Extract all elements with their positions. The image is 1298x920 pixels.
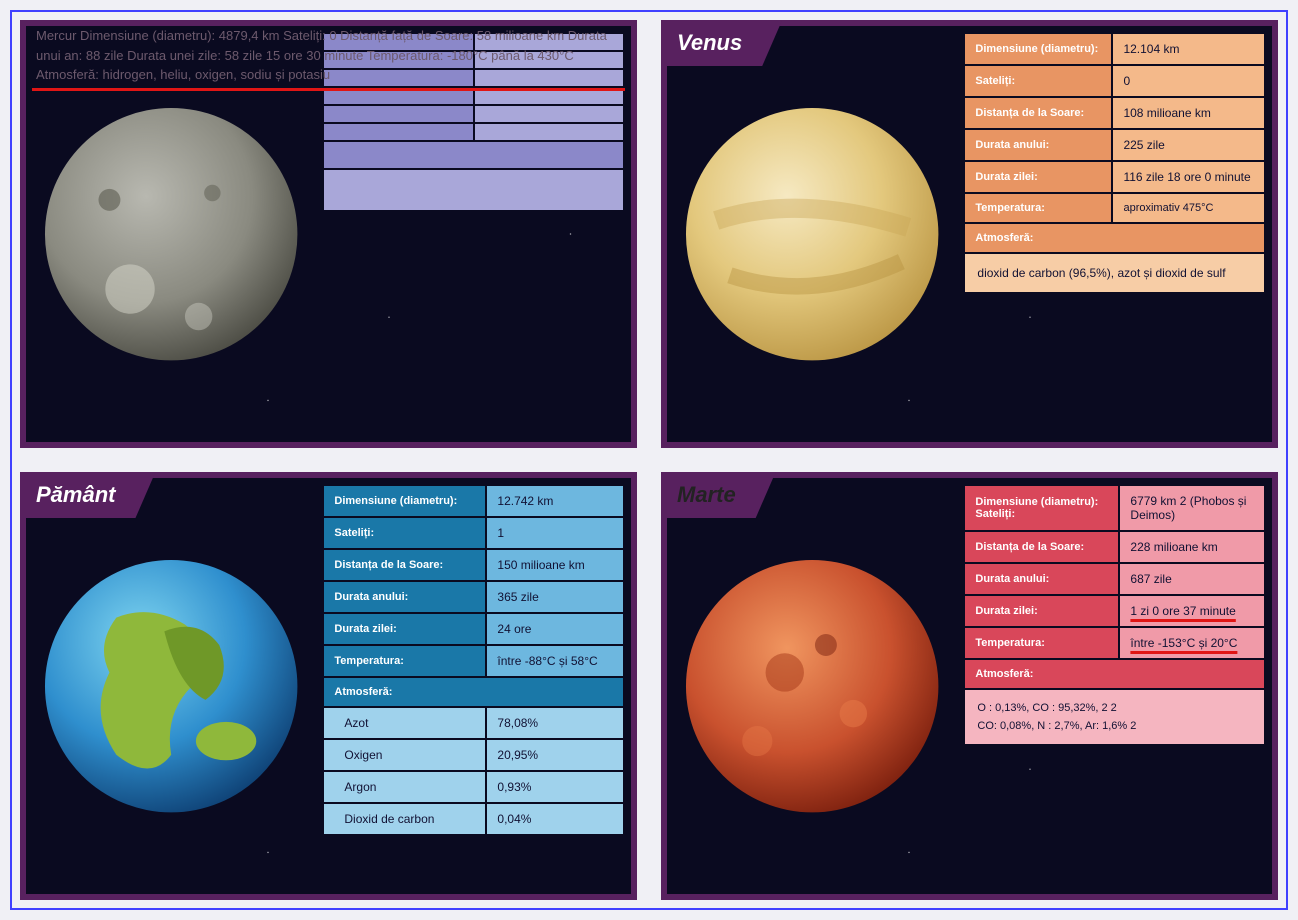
label: Durata anului:	[965, 130, 1111, 160]
earth-image	[34, 549, 308, 823]
mars-title: Marte	[661, 472, 776, 518]
value: 12.742 km	[487, 486, 623, 516]
label: Atmosferă:	[965, 224, 1264, 252]
atm-label: Argon	[324, 772, 485, 802]
label: Sateliți:	[965, 66, 1111, 96]
label: Durata anului:	[324, 582, 485, 612]
label: Atmosferă:	[965, 660, 1264, 688]
value: 1	[487, 518, 623, 548]
atm-label: Oxigen	[324, 740, 485, 770]
value: 6779 km 2 (Phobos și Deimos)	[1120, 486, 1264, 530]
value: 108 milioane km	[1113, 98, 1264, 128]
atmosphere-value: CO: 0,08%, N : 2,7%, Ar: 1,6% 2	[977, 720, 1252, 732]
value: 0	[1113, 66, 1264, 96]
mercury-image	[34, 97, 308, 371]
value: 150 milioane km	[487, 550, 623, 580]
planet-sheet: Mercur Dimensiune (diametru): 4879,4 km …	[10, 10, 1288, 910]
label: Distanța de la Soare:	[965, 98, 1111, 128]
atmosphere-value: dioxid de carbon (96,5%), azot și dioxid…	[965, 254, 1264, 292]
label: Durata zilei:	[965, 162, 1111, 192]
atm-value: 78,08%	[487, 708, 623, 738]
value: 228 milioane km	[1120, 532, 1264, 562]
earth-data-table: Dimensiune (diametru):12.742 km Sateliți…	[322, 484, 625, 836]
value: 225 zile	[1113, 130, 1264, 160]
venus-image	[675, 97, 949, 371]
label: Atmosferă:	[324, 678, 623, 706]
label: Temperatura:	[324, 646, 485, 676]
label: Durata anului:	[965, 564, 1118, 594]
label: Durata zilei:	[324, 614, 485, 644]
label: Distanța de la Soare:	[965, 532, 1118, 562]
label: Dimensiune (diametru):	[324, 486, 485, 516]
card-earth: Pământ	[20, 472, 637, 900]
atm-label: Azot	[324, 708, 485, 738]
mars-image	[675, 549, 949, 823]
value: între -153°C și 20°C	[1130, 636, 1237, 650]
value: 687 zile	[1120, 564, 1264, 594]
value: 12.104 km	[1113, 34, 1264, 64]
value: 1 zi 0 ore 37 minute	[1130, 604, 1235, 618]
atm-label: Dioxid de carbon	[324, 804, 485, 834]
label: Durata zilei:	[965, 596, 1118, 626]
value: între -88°C și 58°C	[487, 646, 623, 676]
value: 116 zile 18 ore 0 minute	[1113, 162, 1264, 192]
atmosphere-value: O : 0,13%, CO : 95,32%, 2 2	[977, 702, 1252, 714]
label: Dimensiune (diametru):	[965, 34, 1111, 64]
label: Temperatura:	[965, 194, 1111, 222]
earth-title: Pământ	[20, 472, 155, 518]
atm-value: 20,95%	[487, 740, 623, 770]
mars-data-table: Dimensiune (diametru): Sateliți:6779 km …	[963, 484, 1266, 746]
venus-title: Venus	[661, 20, 782, 66]
card-venus: Venus Dimen	[661, 20, 1278, 448]
value: aproximativ 475°C	[1113, 194, 1264, 222]
mercury-overlay-text: Mercur Dimensiune (diametru): 4879,4 km …	[36, 26, 621, 85]
mercury-red-annotation	[32, 88, 625, 91]
atm-value: 0,04%	[487, 804, 623, 834]
label: Sateliți:	[324, 518, 485, 548]
label: Temperatura:	[965, 628, 1118, 658]
card-mars: Marte	[661, 472, 1278, 900]
atm-value: 0,93%	[487, 772, 623, 802]
value: 24 ore	[487, 614, 623, 644]
card-mercury: Mercur Dimensiune (diametru): 4879,4 km …	[20, 20, 637, 448]
label: Distanța de la Soare:	[324, 550, 485, 580]
venus-data-table: Dimensiune (diametru):12.104 km Sateliți…	[963, 32, 1266, 294]
label: Dimensiune (diametru): Sateliți:	[965, 486, 1118, 530]
value: 365 zile	[487, 582, 623, 612]
